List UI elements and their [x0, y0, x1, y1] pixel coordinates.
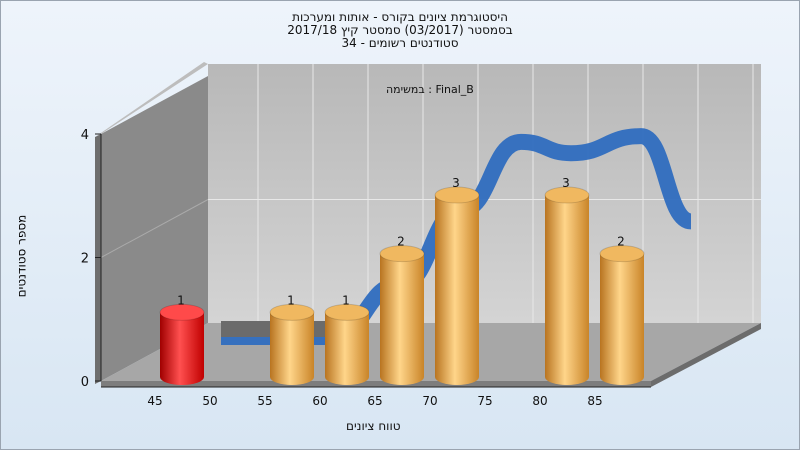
- title-line-1: היסטוגרמת ציונים בקורס - אותות ומערכות: [292, 10, 508, 24]
- bar-top: [159, 303, 205, 321]
- x-tick-label: 50: [202, 394, 217, 408]
- bar: [325, 312, 369, 385]
- task-annotation: במשימה : Final_B: [386, 83, 474, 96]
- bar-top: [269, 303, 315, 321]
- left-wall-edge: [95, 134, 101, 384]
- y-tick-label: 4: [81, 128, 89, 143]
- bar-top: [544, 186, 590, 204]
- y-tick-label: 2: [81, 252, 89, 267]
- bar: [545, 195, 589, 385]
- x-tick-label: 80: [532, 394, 547, 408]
- data-label: 3: [562, 176, 570, 190]
- bar: [435, 195, 479, 385]
- x-tick-label: 65: [367, 394, 382, 408]
- x-tick-label: 45: [147, 394, 162, 408]
- bar-top: [324, 303, 370, 321]
- x-tick-label: 75: [477, 394, 492, 408]
- floor-edge-front: [101, 381, 651, 387]
- x-axis-label: טווח ציונים: [346, 419, 401, 433]
- x-tick-label: 85: [587, 394, 602, 408]
- grid-line-left: [100, 199, 209, 258]
- bar: [270, 312, 314, 385]
- top-edge: [95, 62, 208, 137]
- bar-top: [434, 186, 480, 204]
- x-tick-label: 60: [312, 394, 327, 408]
- x-tick-label: 55: [257, 394, 272, 408]
- bar-top: [599, 245, 645, 263]
- data-label: 2: [397, 235, 405, 249]
- data-label: 2: [617, 235, 625, 249]
- data-label: 1: [287, 293, 295, 307]
- bar: [380, 253, 424, 385]
- y-axis-label-wrap: מספר סטודנטים: [9, 191, 33, 321]
- data-label: 1: [177, 293, 185, 307]
- title-line-3: סטודנטים רשומים - 34: [341, 36, 459, 50]
- y-axis-label: מספר סטודנטים: [14, 214, 29, 298]
- data-label: 3: [452, 176, 460, 190]
- bar-top: [379, 245, 425, 263]
- data-label: 1: [342, 293, 350, 307]
- bar: [160, 312, 204, 385]
- title-line-2: בסמסטר (03/2017) סמסטר קיץ 2017/18: [287, 23, 513, 37]
- bar: [600, 253, 644, 385]
- x-tick-label: 70: [422, 394, 437, 408]
- floor-edge-right: [651, 323, 761, 387]
- chart-title: היסטוגרמת ציונים בקורס - אותות ומערכות ב…: [1, 11, 799, 50]
- y-tick-label: 0: [81, 375, 89, 390]
